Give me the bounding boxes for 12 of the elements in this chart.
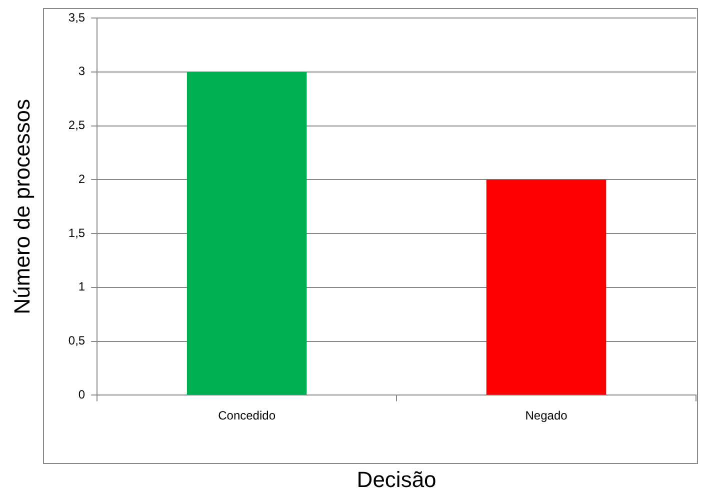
x-tick-label: Negado bbox=[525, 408, 568, 423]
y-tick-label: 0 bbox=[78, 388, 86, 402]
y-tick-label: 3,5 bbox=[68, 10, 86, 24]
x-axis-title: Decisão bbox=[356, 466, 436, 492]
y-tick-label: 1,5 bbox=[68, 226, 86, 240]
y-tick-label: 2 bbox=[78, 172, 86, 186]
y-tick-label: 2,5 bbox=[68, 118, 86, 132]
y-tick-label: 1 bbox=[78, 280, 86, 294]
y-axis-title: Número de processos bbox=[9, 98, 34, 314]
y-tick-label: 0,5 bbox=[68, 334, 86, 348]
x-tick-label: Concedido bbox=[218, 408, 276, 423]
y-tick-label: 3 bbox=[78, 64, 86, 78]
